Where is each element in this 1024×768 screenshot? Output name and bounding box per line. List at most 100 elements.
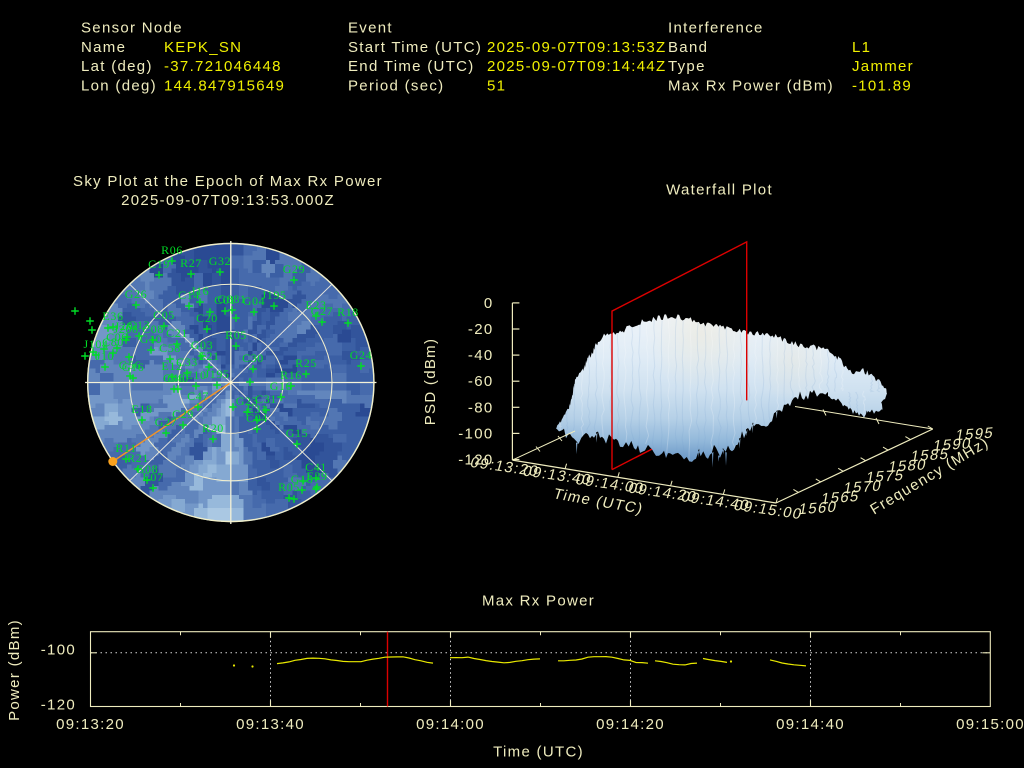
svg-text:R06: R06 xyxy=(161,243,183,257)
svg-text:E29: E29 xyxy=(306,469,327,483)
svg-text:-37.721046448: -37.721046448 xyxy=(164,58,282,75)
svg-text:E23: E23 xyxy=(305,298,326,312)
svg-text:-20: -20 xyxy=(468,321,494,338)
svg-text:J195: J195 xyxy=(261,288,286,302)
svg-text:G16: G16 xyxy=(122,360,144,374)
svg-text:G04: G04 xyxy=(243,294,265,308)
svg-text:0: 0 xyxy=(484,295,494,312)
svg-text:G10: G10 xyxy=(140,332,162,346)
svg-text:G16: G16 xyxy=(270,379,292,393)
svg-text:G29: G29 xyxy=(283,262,305,276)
svg-text:G881: G881 xyxy=(217,292,246,306)
svg-text:2025-09-07T09:13:53.000Z: 2025-09-07T09:13:53.000Z xyxy=(121,192,335,209)
svg-text:J104: J104 xyxy=(83,337,108,351)
svg-text:G18: G18 xyxy=(291,472,313,486)
svg-text:1565: 1565 xyxy=(820,488,861,508)
svg-text:1590: 1590 xyxy=(932,435,973,455)
svg-text:C08: C08 xyxy=(142,322,164,336)
svg-text:J201: J201 xyxy=(114,319,139,333)
svg-text:2025-09-07T09:14:44Z: 2025-09-07T09:14:44Z xyxy=(487,58,666,75)
svg-text:Waterfall Plot: Waterfall Plot xyxy=(666,182,773,199)
svg-text:Power (dBm): Power (dBm) xyxy=(6,619,23,721)
svg-text:-120: -120 xyxy=(458,452,493,469)
svg-text:J195: J195 xyxy=(204,367,229,381)
svg-text:Max Rx Power (dBm): Max Rx Power (dBm) xyxy=(668,77,834,94)
svg-text:Band: Band xyxy=(668,39,708,56)
svg-text:51: 51 xyxy=(487,77,506,94)
svg-text:E12: E12 xyxy=(161,359,182,373)
svg-text:C05: C05 xyxy=(153,308,175,322)
svg-text:J206: J206 xyxy=(113,322,138,336)
svg-text:-100: -100 xyxy=(41,642,76,659)
svg-text:R11: R11 xyxy=(115,441,136,455)
svg-text:L1: L1 xyxy=(852,39,871,56)
svg-text:R18: R18 xyxy=(337,305,359,319)
svg-text:R21: R21 xyxy=(127,451,149,465)
svg-text:Sky Plot at the Epoch of Max R: Sky Plot at the Epoch of Max Rx Power xyxy=(73,173,383,190)
svg-text:End Time (UTC): End Time (UTC) xyxy=(348,58,475,75)
svg-text:C04: C04 xyxy=(246,411,268,425)
svg-text:Interference: Interference xyxy=(668,20,764,37)
svg-text:-120: -120 xyxy=(41,697,76,714)
svg-text:C29: C29 xyxy=(172,407,194,421)
svg-text:2025-09-07T09:13:53Z: 2025-09-07T09:13:53Z xyxy=(487,39,666,56)
svg-text:1560: 1560 xyxy=(797,499,838,519)
svg-text:C01: C01 xyxy=(214,293,236,307)
svg-text:KEPK_SN: KEPK_SN xyxy=(164,39,242,56)
svg-text:G23: G23 xyxy=(236,394,258,408)
svg-text:09:15:00: 09:15:00 xyxy=(732,497,805,523)
svg-text:-60: -60 xyxy=(468,373,494,390)
svg-text:1575: 1575 xyxy=(864,467,905,487)
svg-text:C80: C80 xyxy=(102,335,124,349)
svg-text:09:14:00: 09:14:00 xyxy=(416,716,485,733)
svg-text:Start Time (UTC): Start Time (UTC) xyxy=(348,39,482,56)
svg-text:R20: R20 xyxy=(202,421,224,435)
svg-text:-101.89: -101.89 xyxy=(852,77,912,94)
svg-text:Jammer: Jammer xyxy=(852,58,914,75)
svg-text:R25: R25 xyxy=(295,356,317,370)
svg-text:E21: E21 xyxy=(198,349,219,363)
svg-text:C31: C31 xyxy=(255,392,277,406)
svg-text:R16: R16 xyxy=(280,368,302,382)
svg-text:09:13:20: 09:13:20 xyxy=(56,716,125,733)
svg-text:E07: E07 xyxy=(142,470,163,484)
svg-text:E18: E18 xyxy=(131,402,152,416)
svg-text:144.847915649: 144.847915649 xyxy=(164,77,285,94)
svg-text:1580: 1580 xyxy=(887,456,928,476)
svg-text:C47: C47 xyxy=(187,389,209,403)
svg-text:J10: J10 xyxy=(96,349,114,363)
svg-text:G03: G03 xyxy=(191,338,213,352)
svg-text:C41: C41 xyxy=(305,460,327,474)
svg-text:R27: R27 xyxy=(180,256,202,270)
svg-text:Lon (deg): Lon (deg) xyxy=(81,77,157,94)
svg-text:1585: 1585 xyxy=(909,446,950,466)
svg-text:C40: C40 xyxy=(167,371,189,385)
svg-text:C30: C30 xyxy=(242,351,264,365)
svg-text:-80: -80 xyxy=(468,399,494,416)
svg-text:Event: Event xyxy=(348,20,393,37)
svg-text:Type: Type xyxy=(668,58,706,75)
svg-text:1570: 1570 xyxy=(842,478,883,498)
svg-text:Period (sec): Period (sec) xyxy=(348,77,444,94)
svg-text:C19: C19 xyxy=(148,257,170,271)
svg-text:G24: G24 xyxy=(350,348,372,362)
svg-text:C46: C46 xyxy=(163,371,185,385)
svg-text:PSD (dBm): PSD (dBm) xyxy=(422,338,439,426)
svg-text:R05: R05 xyxy=(278,480,300,494)
svg-text:G56: G56 xyxy=(119,358,141,372)
svg-text:Name: Name xyxy=(81,39,126,56)
svg-text:C14: C14 xyxy=(178,288,200,302)
svg-text:C21: C21 xyxy=(166,326,188,340)
svg-text:Lat (deg): Lat (deg) xyxy=(81,58,153,75)
svg-text:E36: E36 xyxy=(102,309,123,323)
svg-text:E31: E31 xyxy=(246,402,267,416)
svg-text:09:15:00: 09:15:00 xyxy=(956,716,1024,733)
svg-text:G27: G27 xyxy=(311,304,333,318)
svg-text:G32: G32 xyxy=(209,254,231,268)
svg-text:C33: C33 xyxy=(176,355,198,369)
svg-text:R05: R05 xyxy=(225,328,247,342)
svg-text:C06: C06 xyxy=(106,330,128,344)
svg-text:Max Rx Power: Max Rx Power xyxy=(482,593,595,610)
svg-text:E10: E10 xyxy=(185,368,206,382)
svg-text:J16: J16 xyxy=(191,284,209,298)
